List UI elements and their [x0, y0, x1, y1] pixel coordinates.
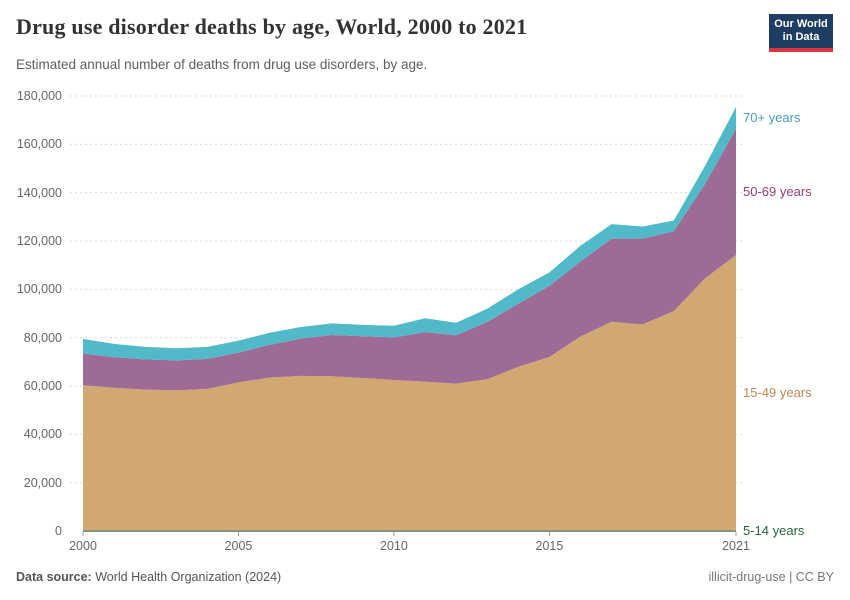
- y-axis-label-20,000: 20,000: [23, 475, 62, 490]
- data-source-label: Data source:: [16, 570, 92, 584]
- chart-subtitle: Estimated annual number of deaths from d…: [16, 57, 428, 72]
- y-axis-label-0: 0: [55, 524, 62, 538]
- chart-footer: Data source: World Health Organization (…: [16, 570, 834, 584]
- y-axis-label-160,000: 160,000: [16, 137, 62, 152]
- area-70+-years[interactable]: [83, 106, 736, 361]
- x-axis-label-2015: 2015: [535, 539, 564, 553]
- x-axis-label-2021: 2021: [722, 539, 750, 553]
- legend-label-15-49-years[interactable]: 15-49 years: [743, 384, 812, 400]
- data-source-note: Data source: World Health Organization (…: [16, 570, 281, 584]
- owid-logo[interactable]: Our World in Data: [769, 14, 833, 52]
- y-axis-label-40,000: 40,000: [23, 427, 62, 442]
- y-axis-label-120,000: 120,000: [16, 234, 62, 248]
- owid-logo-line1: Our World: [774, 18, 828, 30]
- legend-label-50-69-years[interactable]: 50-69 years: [743, 183, 812, 199]
- area-15-49-years[interactable]: [83, 255, 736, 531]
- y-axis-label-180,000: 180,000: [16, 89, 62, 103]
- page-title: Drug use disorder deaths by age, World, …: [16, 14, 528, 39]
- legend-label-5-14-years[interactable]: 5-14 years: [743, 522, 805, 538]
- owid-logo-line2: in Data: [782, 31, 820, 43]
- x-axis-label-2005: 2005: [224, 539, 253, 553]
- area-5-14-years[interactable]: [83, 530, 736, 531]
- y-axis-label-80,000: 80,000: [23, 330, 62, 345]
- owid-logo-accent-bar: [769, 48, 833, 52]
- y-axis-label-100,000: 100,000: [16, 282, 62, 297]
- x-axis-label-2000: 2000: [69, 539, 97, 553]
- legend-label-70+-years[interactable]: 70+ years: [743, 109, 801, 125]
- data-source-text: World Health Organization (2024): [91, 570, 282, 584]
- license-note[interactable]: illicit-drug-use | CC BY: [708, 570, 834, 584]
- y-axis-label-60,000: 60,000: [23, 379, 62, 393]
- area-50-69-years[interactable]: [83, 128, 736, 391]
- x-axis-label-2010: 2010: [380, 539, 408, 553]
- y-axis-label-140,000: 140,000: [16, 185, 62, 200]
